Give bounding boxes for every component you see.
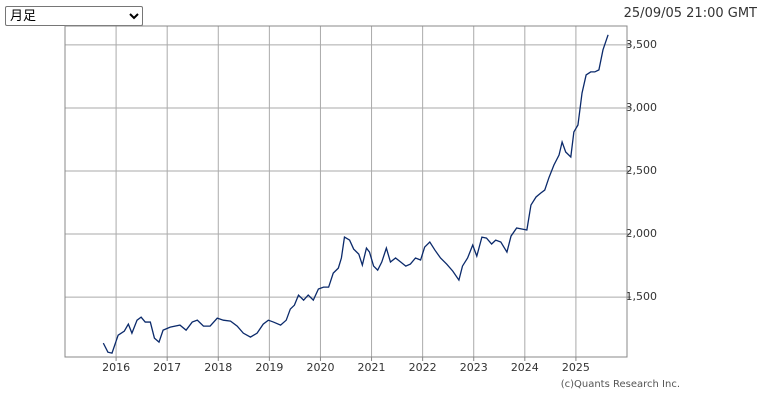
y-tick-label: 2,000 bbox=[626, 227, 658, 240]
copyright: (c)Quants Research Inc. bbox=[561, 379, 680, 390]
y-tick-label: 3,000 bbox=[626, 101, 658, 114]
price-line bbox=[102, 34, 609, 354]
x-tick-label: 2020 bbox=[306, 361, 334, 374]
y-tick-label: 3,500 bbox=[626, 38, 658, 51]
x-tick-label: 2017 bbox=[153, 361, 181, 374]
x-tick-label: 2021 bbox=[358, 361, 386, 374]
x-tick-label: 2022 bbox=[409, 361, 437, 374]
x-tick-label: 2018 bbox=[204, 361, 232, 374]
x-tick-label: 2023 bbox=[460, 361, 488, 374]
y-tick-label: 1,500 bbox=[626, 290, 658, 303]
x-tick-label: 2019 bbox=[255, 361, 283, 374]
x-tick-label: 2024 bbox=[511, 361, 539, 374]
x-tick-label: 2016 bbox=[102, 361, 130, 374]
plot-frame bbox=[64, 25, 628, 358]
x-tick-label: 2025 bbox=[562, 361, 590, 374]
y-tick-label: 2,500 bbox=[626, 164, 658, 177]
timestamp: 25/09/05 21:00 GMT bbox=[623, 6, 757, 21]
